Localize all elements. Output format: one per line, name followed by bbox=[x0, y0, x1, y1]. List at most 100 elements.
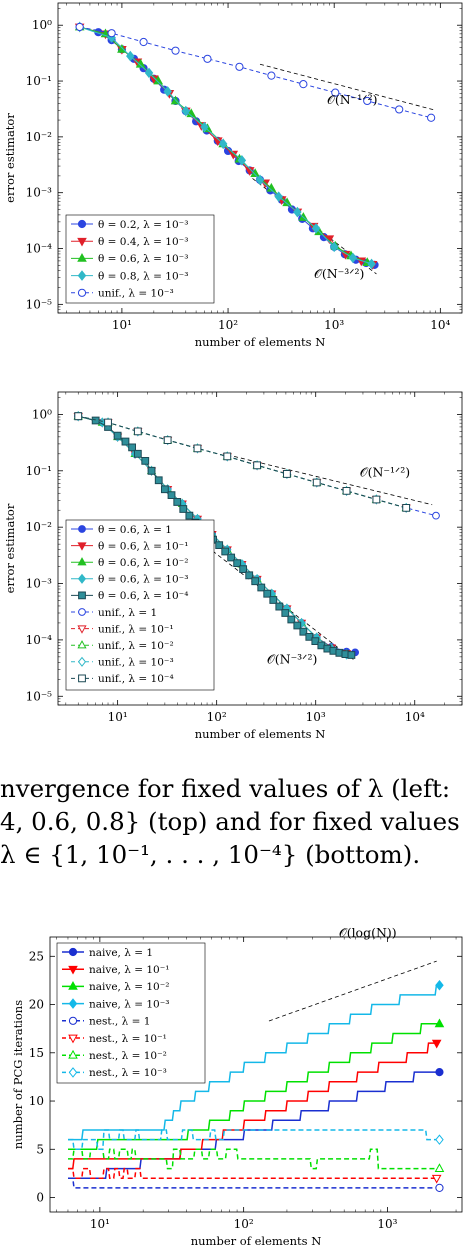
y-tick-label: 10 bbox=[29, 1094, 44, 1108]
legend-entry: θ = 0.6, λ = 10⁻¹ bbox=[98, 540, 188, 552]
plot-area bbox=[73, 411, 440, 660]
legend-swatch-marker bbox=[77, 625, 87, 634]
legend-swatch-marker bbox=[77, 656, 87, 667]
data-point bbox=[193, 444, 202, 453]
data-point bbox=[434, 1018, 445, 1028]
legend-entry: nest., λ = 10⁻² bbox=[89, 1050, 167, 1062]
legend-entry: naive, λ = 1 bbox=[89, 947, 153, 959]
data-point bbox=[263, 589, 272, 598]
data-point bbox=[107, 29, 116, 38]
legend-entry: θ = 0.4, λ = 10⁻³ bbox=[98, 236, 188, 248]
legend-entry: unif., λ = 10⁻⁴ bbox=[98, 673, 174, 685]
data-point bbox=[235, 62, 244, 71]
y-tick-label: 10⁰ bbox=[32, 18, 52, 32]
data-point bbox=[215, 541, 224, 550]
y-tick-label: 10⁻⁵ bbox=[26, 689, 53, 703]
y-tick-label: 10⁻² bbox=[26, 520, 53, 534]
data-point bbox=[133, 449, 142, 458]
plot-area bbox=[68, 960, 445, 1192]
legend-entry: unif., λ = 10⁻¹ bbox=[98, 623, 174, 635]
caption: nvergence for fixed values of λ (left: 4… bbox=[0, 774, 460, 869]
series-line bbox=[68, 1129, 440, 1151]
legend-entry: nest., λ = 10⁻³ bbox=[89, 1067, 167, 1079]
data-point bbox=[267, 71, 276, 80]
data-point bbox=[347, 651, 356, 659]
legend-swatch-marker bbox=[68, 1034, 78, 1044]
data-point bbox=[297, 617, 306, 628]
x-tick-label: 10² bbox=[218, 318, 238, 332]
series-line bbox=[68, 1177, 440, 1189]
legend-entry: θ = 0.6, λ = 10⁻⁴ bbox=[98, 590, 188, 602]
legend-box bbox=[65, 214, 215, 304]
y-axis-label: error estimator bbox=[3, 503, 17, 593]
series-line bbox=[68, 1023, 440, 1151]
data-point bbox=[200, 121, 209, 133]
data-point bbox=[372, 495, 381, 504]
legend-entry: θ = 0.6, λ = 10⁻² bbox=[98, 557, 188, 569]
series-line bbox=[79, 26, 372, 265]
legend-swatch-marker bbox=[78, 608, 86, 616]
series-8 bbox=[74, 411, 411, 513]
data-point bbox=[342, 486, 351, 495]
y-tick-label: 15 bbox=[29, 1046, 44, 1060]
legend-entry: unif., λ = 10⁻² bbox=[98, 640, 174, 652]
x-tick-label: 10⁴ bbox=[430, 318, 450, 332]
plot-frame bbox=[49, 936, 463, 1213]
data-point bbox=[402, 503, 411, 512]
legend-swatch-marker bbox=[78, 591, 86, 600]
data-point bbox=[283, 470, 291, 478]
data-point bbox=[299, 80, 308, 89]
x-axis-label: number of elements N bbox=[191, 1234, 322, 1248]
legend-entry: θ = 0.8, λ = 10⁻³ bbox=[98, 270, 188, 282]
data-point bbox=[434, 1163, 445, 1172]
y-tick-label: 5 bbox=[36, 1142, 44, 1156]
data-point bbox=[237, 155, 247, 166]
legend-entry: nest., λ = 1 bbox=[89, 1016, 150, 1028]
legend-swatch-marker bbox=[68, 1049, 78, 1059]
data-point bbox=[432, 511, 440, 520]
series-line bbox=[78, 415, 407, 509]
series-line bbox=[68, 984, 440, 1141]
data-point bbox=[431, 1039, 442, 1049]
legend-swatch-marker bbox=[77, 542, 87, 551]
legend-entry: naive, λ = 10⁻¹ bbox=[89, 964, 169, 976]
reference-line-label: 𝒪(N⁻³ᐟ²) bbox=[267, 651, 317, 666]
data-point bbox=[167, 491, 176, 500]
chart-middle-error-vs-elements: 10¹ 10² 10³ 10⁴ 10⁰ 10⁻¹ 10⁻² 10⁻³ 10⁻⁴ 10⁻⁵ numbe… bbox=[3, 391, 463, 741]
data-point bbox=[179, 505, 188, 513]
legend-swatch-marker bbox=[68, 1016, 78, 1025]
reference-line bbox=[268, 960, 437, 1022]
legend-swatch-marker bbox=[77, 557, 87, 566]
legend: θ = 0.2, λ = 10⁻³ θ = 0.4, λ = 10⁻³ θ = 0.… bbox=[65, 214, 215, 304]
legend-swatch-marker bbox=[77, 288, 87, 297]
legend-entry: naive, λ = 10⁻³ bbox=[89, 998, 169, 1010]
legend-swatch-marker bbox=[77, 253, 87, 262]
x-axis-label: number of elements N bbox=[195, 335, 326, 349]
legend-entry: naive, λ = 10⁻² bbox=[89, 981, 169, 993]
data-point bbox=[133, 427, 142, 436]
reference-line-label: 𝒪(log(N)) bbox=[339, 925, 397, 940]
legend-swatch-marker bbox=[78, 674, 86, 683]
y-tick-label: 25 bbox=[29, 949, 44, 963]
legend-swatch-marker bbox=[77, 237, 87, 247]
series-line bbox=[68, 1071, 440, 1179]
reference-line bbox=[259, 63, 436, 111]
legend-entry: nest., λ = 10⁻¹ bbox=[89, 1033, 167, 1045]
data-point bbox=[154, 476, 163, 485]
y-tick-label: 10⁻¹ bbox=[26, 464, 52, 478]
x-axis-label: number of elements N bbox=[195, 727, 326, 741]
minor-ticks bbox=[58, 392, 463, 706]
y-tick-label: 10⁻² bbox=[26, 130, 53, 144]
legend-box bbox=[65, 519, 215, 691]
caption-line-1: nvergence for fixed values of λ (left: bbox=[0, 774, 450, 803]
x-tick-label: 10⁴ bbox=[405, 710, 425, 724]
data-point bbox=[435, 1183, 444, 1192]
legend-swatch-marker bbox=[77, 270, 87, 281]
plot-frame bbox=[57, 391, 463, 706]
data-point bbox=[160, 485, 169, 494]
data-point bbox=[91, 416, 100, 425]
legend-entry: θ = 0.6, λ = 1 bbox=[98, 524, 172, 536]
data-point bbox=[281, 609, 290, 617]
legend-swatch-marker bbox=[77, 573, 87, 584]
legend-entry: unif., λ = 10⁻³ bbox=[98, 657, 174, 669]
